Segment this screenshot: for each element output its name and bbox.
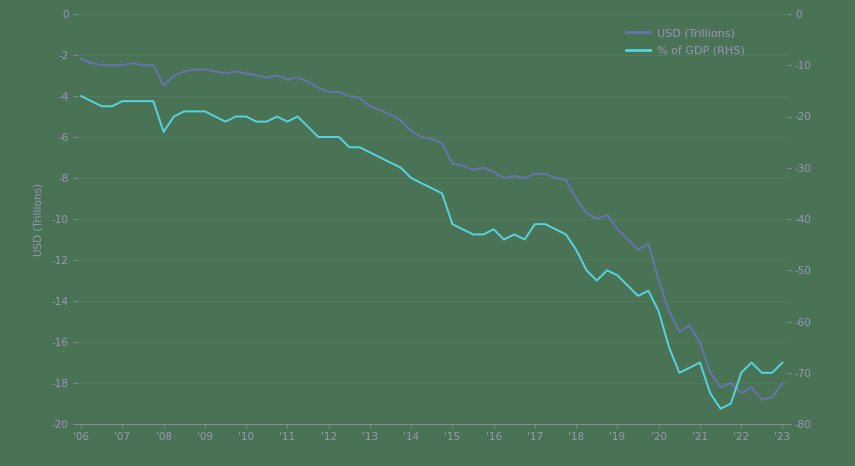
Legend: USD (Trillions), % of GDP (RHS): USD (Trillions), % of GDP (RHS) [622, 24, 749, 60]
Y-axis label: USD (Trillions): USD (Trillions) [33, 183, 44, 255]
